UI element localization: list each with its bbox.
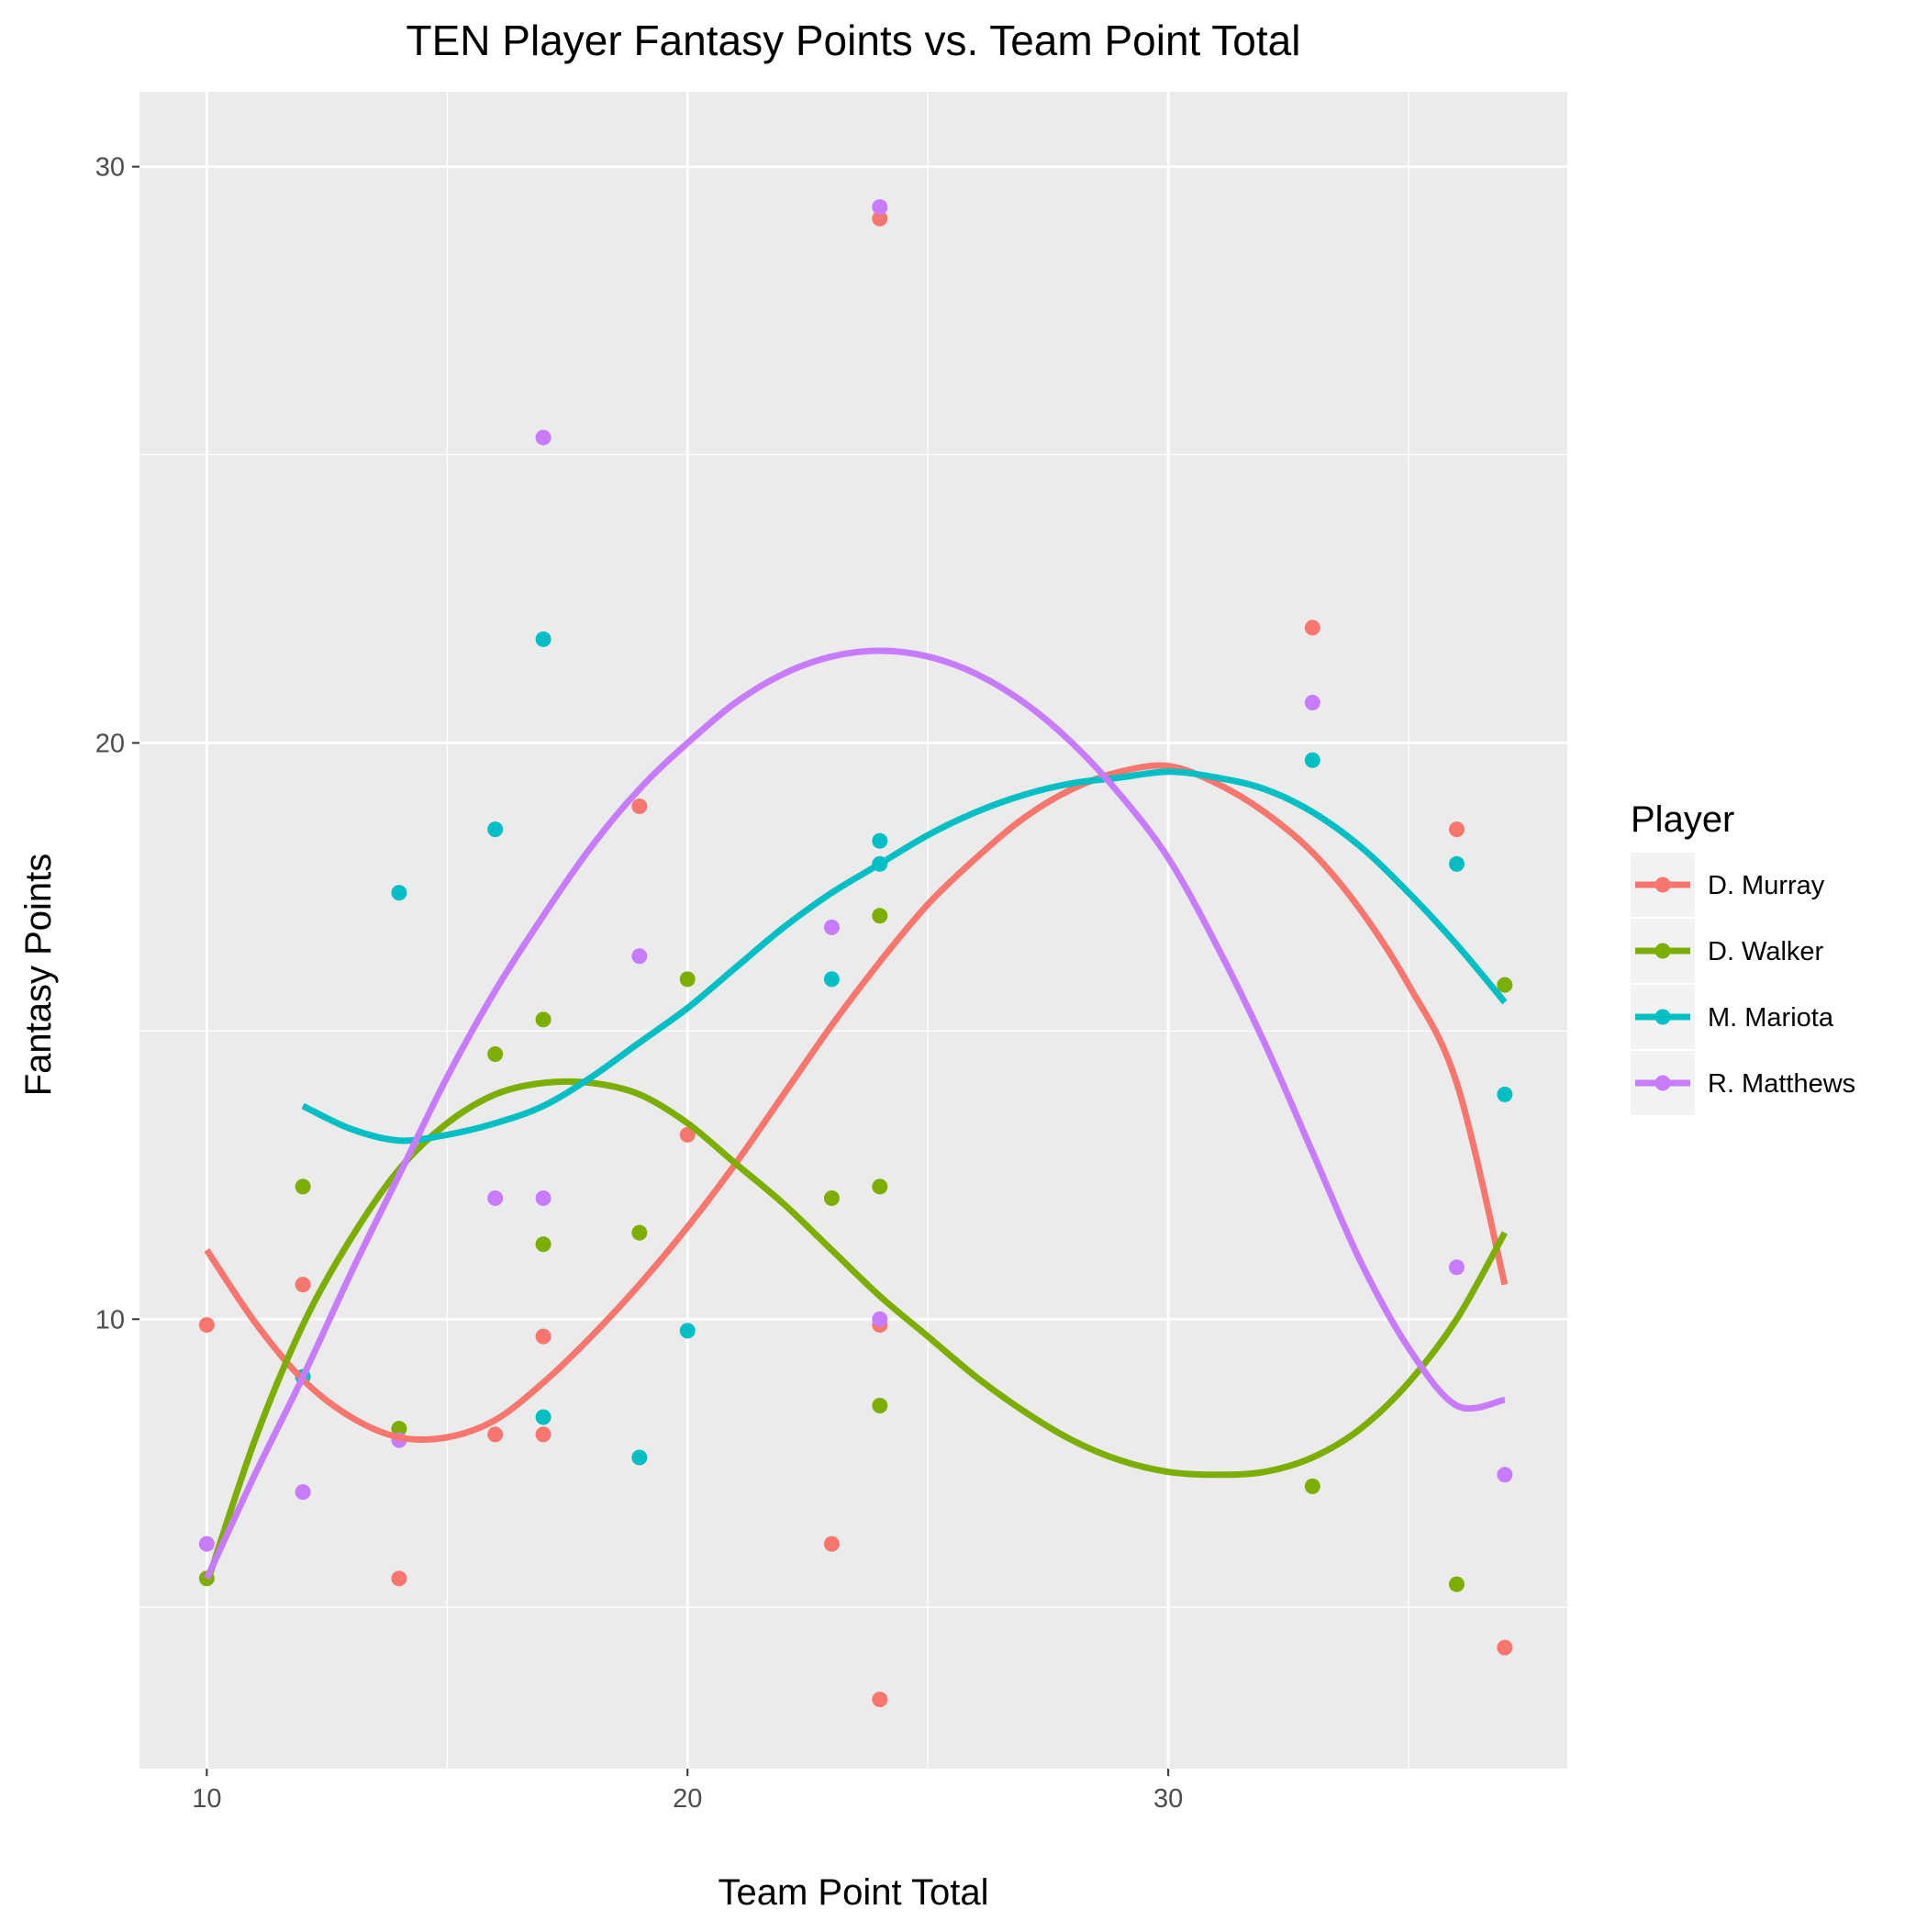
data-point [391,1421,407,1437]
data-point [872,210,888,227]
smooth-line-r-matthews [204,647,1506,1580]
data-point [872,1692,888,1708]
data-point [535,1236,551,1253]
data-point [487,1045,504,1062]
data-point [631,1224,648,1241]
data-point [1449,1259,1465,1276]
series-points-d-walker [198,908,1513,1592]
data-point [295,1484,311,1501]
data-point [872,1178,888,1195]
legend-key-point [1654,877,1671,893]
data-point [391,885,407,901]
x-tick-label: 10 [192,1784,221,1814]
data-point [535,1011,551,1028]
legend-key-point [1654,1075,1671,1091]
data-point [1449,855,1465,872]
data-point [487,821,504,838]
data-point [295,1277,311,1293]
data-point [823,1189,840,1206]
legend-label: D. Murray [1708,871,1825,900]
legend-title: Player [1631,799,1734,840]
data-point [1497,1467,1513,1483]
data-point [295,1178,311,1195]
legend-item-m-mariota: M. Mariota [1631,985,1834,1049]
x-axis-title: Team Point Total [718,1872,989,1913]
x-tick-label: 20 [673,1784,702,1814]
data-point [1304,695,1320,711]
data-point [679,971,696,988]
y-tick-label: 20 [95,729,125,758]
smooth-line-d-murray [204,762,1509,1444]
data-point [1497,1086,1513,1102]
legend-item-r-matthews: R. Matthews [1631,1051,1855,1115]
data-point [823,1536,840,1552]
legend-item-d-murray: D. Murray [1631,853,1825,917]
plot-panel [139,92,1567,1769]
legend-key-point [1654,943,1671,959]
data-point [631,1449,648,1466]
legend-label: D. Walker [1708,937,1824,966]
legend-label: R. Matthews [1708,1069,1855,1099]
legend-label: M. Mariota [1708,1003,1834,1033]
data-point [1304,1478,1320,1494]
data-point [391,1570,407,1587]
legend-item-d-walker: D. Walker [1631,919,1824,983]
data-point [679,1323,696,1339]
data-point [823,971,840,988]
data-point [1497,977,1513,993]
data-point [872,1311,888,1327]
data-point [535,1189,551,1206]
data-point [198,1317,215,1334]
data-point [1449,821,1465,838]
y-tick-label: 30 [95,153,125,183]
x-tick-label: 30 [1153,1784,1183,1814]
data-point [823,919,840,935]
data-point [631,798,648,815]
y-axis-title: Fantasy Points [18,854,59,1097]
data-point [535,1426,551,1443]
plot-layer: 10 20 30 10 20 30 D. Murray D. Walker M. Mariota… [95,92,1855,1814]
data-point [1449,1576,1465,1592]
data-point [535,1328,551,1345]
data-point [872,908,888,924]
legend-key-point [1654,1009,1671,1025]
data-point [535,430,551,446]
data-point [1304,620,1320,636]
smooth-line-d-walker [203,1078,1508,1586]
data-point [535,631,551,647]
data-point [679,1126,696,1143]
smooth-line-m-mariota [301,768,1508,1145]
data-point [872,1397,888,1413]
data-point [1304,752,1320,768]
data-point [198,1536,215,1552]
data-point [872,199,888,216]
data-point [872,832,888,849]
series-points-d-murray [198,210,1513,1708]
data-point [1497,1639,1513,1656]
data-point [535,1409,551,1425]
chart-title: TEN Player Fantasy Points vs. Team Point… [407,17,1301,64]
data-point [487,1189,504,1206]
data-point [631,948,648,965]
y-tick-label: 10 [95,1305,125,1335]
data-point [487,1426,504,1443]
